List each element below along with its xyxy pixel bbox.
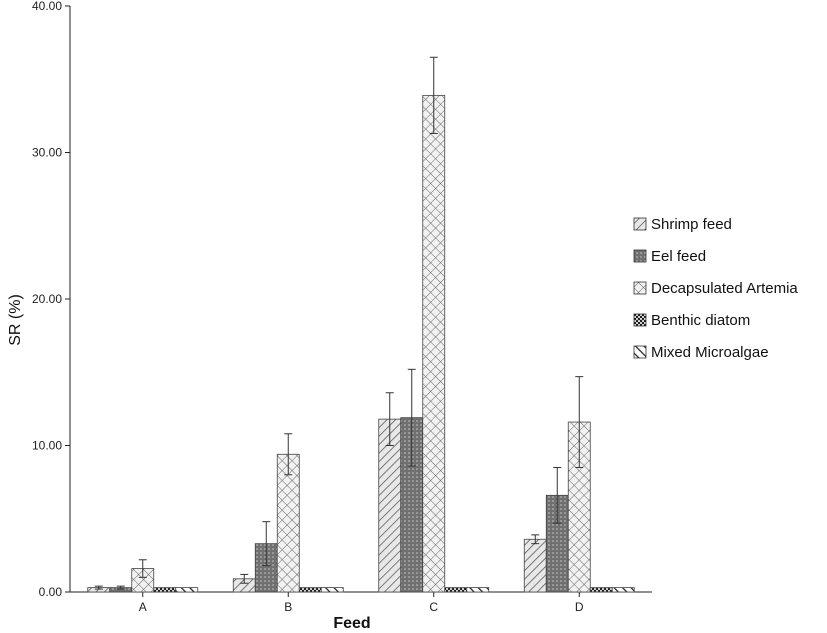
bar-benthic-diatom-D (589, 587, 613, 593)
legend-label: Benthic diatom (651, 312, 750, 329)
bar-shrimp-feed-D (523, 538, 547, 593)
x-ticks: A B C D (139, 592, 584, 614)
legend-swatch (633, 217, 647, 231)
bar-benthic-diatom-B (298, 587, 322, 593)
bar-mixed-microalgae-C (466, 587, 490, 593)
bar-mixed-microalgae-B (320, 587, 344, 593)
legend-label: Decapsulated Artemia (651, 280, 798, 297)
legend-swatch (633, 249, 647, 263)
x-tick-label: A (139, 600, 147, 614)
legend-label: Mixed Microalgae (651, 344, 769, 361)
y-tick-label: 0.00 (39, 585, 63, 599)
y-tick-label: 40.00 (32, 0, 62, 13)
y-axis-title: SR (%) (7, 294, 24, 346)
legend-label: Eel feed (651, 248, 706, 265)
y-tick-label: 30.00 (32, 146, 62, 160)
legend-label: Shrimp feed (651, 216, 732, 233)
bar-decapsulated-artemia-C (422, 94, 446, 593)
y-ticks: 0.00 10.00 20.00 30.00 40.00 (32, 0, 70, 599)
bars (87, 94, 635, 593)
y-tick-label: 20.00 (32, 292, 62, 306)
x-tick-label: C (429, 600, 438, 614)
y-tick-label: 10.00 (32, 439, 62, 453)
legend: Shrimp feed Eel feed Decapsulated Artemia B… (633, 216, 798, 361)
error-bars (94, 56, 584, 590)
bar-benthic-diatom-C (444, 587, 468, 593)
legend-swatch (633, 345, 647, 359)
bar-mixed-microalgae-D (611, 587, 635, 593)
x-axis-title: Feed (333, 615, 370, 632)
bar-benthic-diatom-A (153, 587, 177, 593)
x-tick-label: D (575, 600, 584, 614)
x-tick-label: B (284, 600, 292, 614)
legend-swatch (633, 313, 647, 327)
legend-swatch (633, 281, 647, 295)
bar-mixed-microalgae-A (175, 587, 199, 593)
